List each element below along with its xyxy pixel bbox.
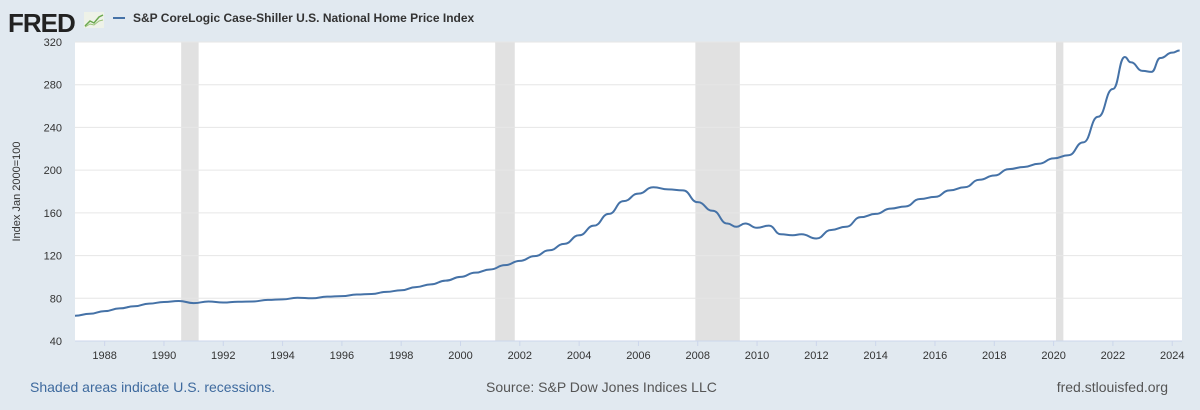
x-tick-label: 2006 bbox=[626, 350, 650, 362]
recessions-note: Shaded areas indicate U.S. recessions. bbox=[30, 379, 276, 395]
x-tick-label: 1996 bbox=[330, 350, 354, 362]
x-tick-label: 2004 bbox=[567, 350, 591, 362]
y-axis-label: Index Jan 2000=100 bbox=[11, 141, 23, 241]
line-chart: 40 80 120 160 200 240 280 320 1988 1990 1992 1994 19… bbox=[11, 37, 1184, 362]
recession-band bbox=[695, 42, 740, 341]
legend-label: S&P CoreLogic Case-Shiller U.S. National… bbox=[133, 11, 475, 25]
x-tick-label: 2016 bbox=[923, 350, 947, 362]
y-tick-label: 200 bbox=[44, 165, 62, 177]
x-tick-label: 2024 bbox=[1160, 350, 1184, 362]
x-tick-label: 2000 bbox=[448, 350, 472, 362]
x-tick-label: 2020 bbox=[1041, 350, 1065, 362]
y-tick-label: 320 bbox=[44, 37, 62, 49]
recession-band bbox=[495, 42, 515, 341]
x-tick-label: 2010 bbox=[745, 350, 769, 362]
y-tick-label: 120 bbox=[44, 251, 62, 263]
plot-area bbox=[75, 42, 1182, 341]
x-tick-label: 2018 bbox=[982, 350, 1006, 362]
x-tick-label: 1994 bbox=[270, 350, 294, 362]
legend-line-swatch bbox=[113, 17, 125, 19]
fred-graph-icon bbox=[84, 12, 104, 28]
series-line bbox=[74, 49, 1180, 317]
y-tick-label: 240 bbox=[44, 122, 62, 134]
x-tick-label: 1992 bbox=[211, 350, 235, 362]
fred-logo[interactable]: FRED bbox=[8, 8, 76, 38]
x-tick-label: 1998 bbox=[389, 350, 413, 362]
y-tick-label: 40 bbox=[50, 336, 62, 348]
chart-legend: S&P CoreLogic Case-Shiller U.S. National… bbox=[113, 11, 474, 25]
x-tick-label: 1988 bbox=[92, 350, 116, 362]
y-tick-label: 280 bbox=[44, 80, 62, 92]
recession-band bbox=[181, 42, 199, 341]
x-tick-label: 2014 bbox=[863, 350, 887, 362]
x-tick-label: 2012 bbox=[804, 350, 828, 362]
x-tick-label: 1990 bbox=[152, 350, 176, 362]
site-link[interactable]: fred.stlouisfed.org bbox=[1056, 379, 1168, 395]
y-tick-label: 80 bbox=[50, 293, 62, 305]
recession-band bbox=[1055, 42, 1064, 341]
x-tick-label: 2002 bbox=[508, 350, 532, 362]
x-tick-label: 2022 bbox=[1101, 350, 1125, 362]
x-tick-label: 2008 bbox=[686, 350, 710, 362]
y-tick-label: 160 bbox=[44, 208, 62, 220]
source-note: Source: S&P Dow Jones Indices LLC bbox=[486, 379, 717, 395]
